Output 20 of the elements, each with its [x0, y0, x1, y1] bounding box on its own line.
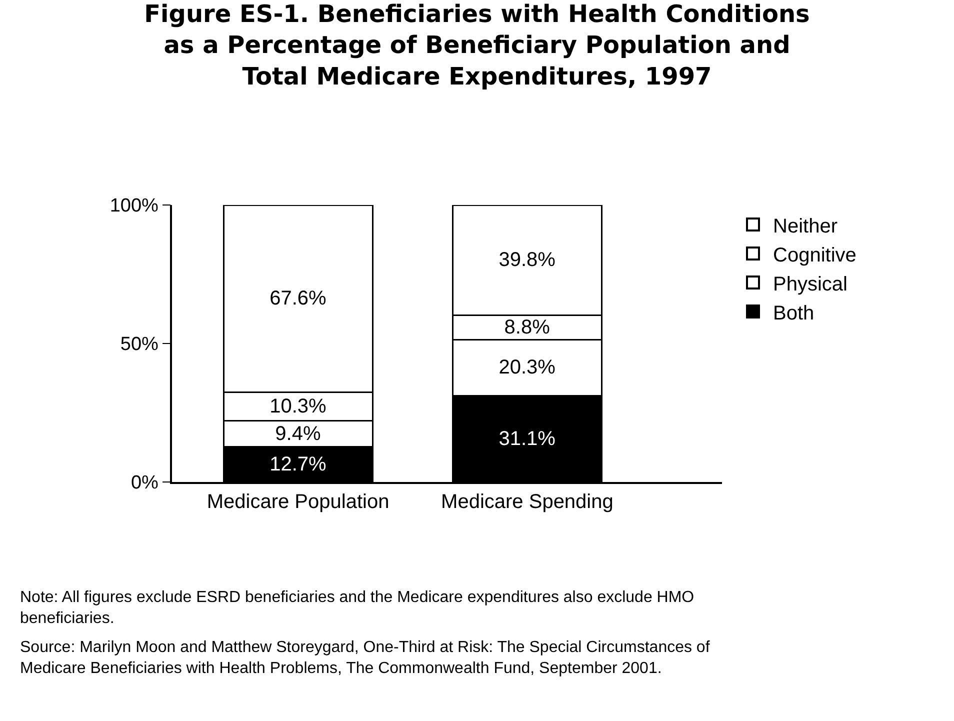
data-label: 10.3% — [270, 396, 327, 418]
legend-label: Both — [773, 302, 814, 324]
text: Note: All figures exclude ESRD beneficiaries and the Medicare expenditures also exclude HMO beneficiaries. — [20, 589, 694, 627]
data-label: 20.3% — [498, 356, 556, 379]
chart-title: Figure ES-1. Beneficiaries with Health Conditions as a Percentage of Beneficiary Population and Total Medicare Expenditures, 1997 — [144, 0, 810, 90]
y-tick-label: 50% — [120, 334, 159, 356]
data-label: 9.4% — [275, 422, 321, 445]
x-tick-label: Medicare Population — [206, 490, 390, 513]
y-tick-label: 100% — [110, 196, 159, 217]
data-label: 8.8% — [504, 316, 550, 338]
y-tick-label: 0% — [130, 472, 159, 494]
x-tick-label: Medicare Spending — [441, 490, 614, 513]
legend-label: Physical — [773, 273, 848, 296]
legend-label: Neither — [773, 215, 838, 238]
source-note: Source: Marilyn Moon and Matthew Storeygard, One-Third at Risk: The Special Circumstances of Medicare Beneficiaries with Health Problems, The Commonwealth Fund, September 2001. — [20, 639, 710, 677]
data-label: 31.1% — [498, 428, 556, 450]
data-label: 67.6% — [270, 288, 327, 310]
data-label: 39.8% — [498, 249, 556, 272]
data-label: 12.7% — [270, 453, 327, 476]
legend-label: Cognitive — [773, 244, 856, 266]
